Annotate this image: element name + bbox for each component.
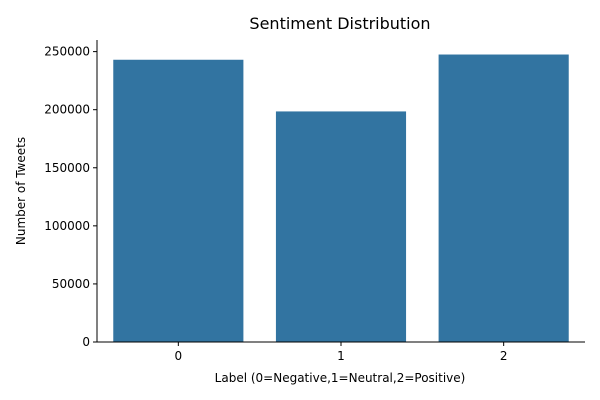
y-tick-label: 200000: [44, 103, 90, 117]
bar-1: [275, 111, 407, 343]
bars-layer: [113, 54, 569, 343]
y-ticks: 0 50000 100000 150000 200000 250000: [44, 45, 97, 349]
y-tick-label: 50000: [52, 277, 90, 291]
x-tick-label: 2: [500, 349, 508, 363]
x-tick-label: 0: [175, 349, 183, 363]
y-tick-label: 150000: [44, 161, 90, 175]
x-ticks: 0 1 2: [175, 342, 508, 363]
chart-title: Sentiment Distribution: [249, 14, 430, 33]
y-tick-label: 0: [82, 335, 90, 349]
bar-2: [438, 54, 569, 343]
y-tick-label: 250000: [44, 45, 90, 59]
x-tick-label: 1: [337, 349, 345, 363]
x-axis-label: Label (0=Negative,1=Neutral,2=Positive): [215, 371, 466, 385]
y-tick-label: 100000: [44, 219, 90, 233]
y-axis-label: Number of Tweets: [14, 137, 28, 245]
bar-0: [113, 59, 244, 342]
